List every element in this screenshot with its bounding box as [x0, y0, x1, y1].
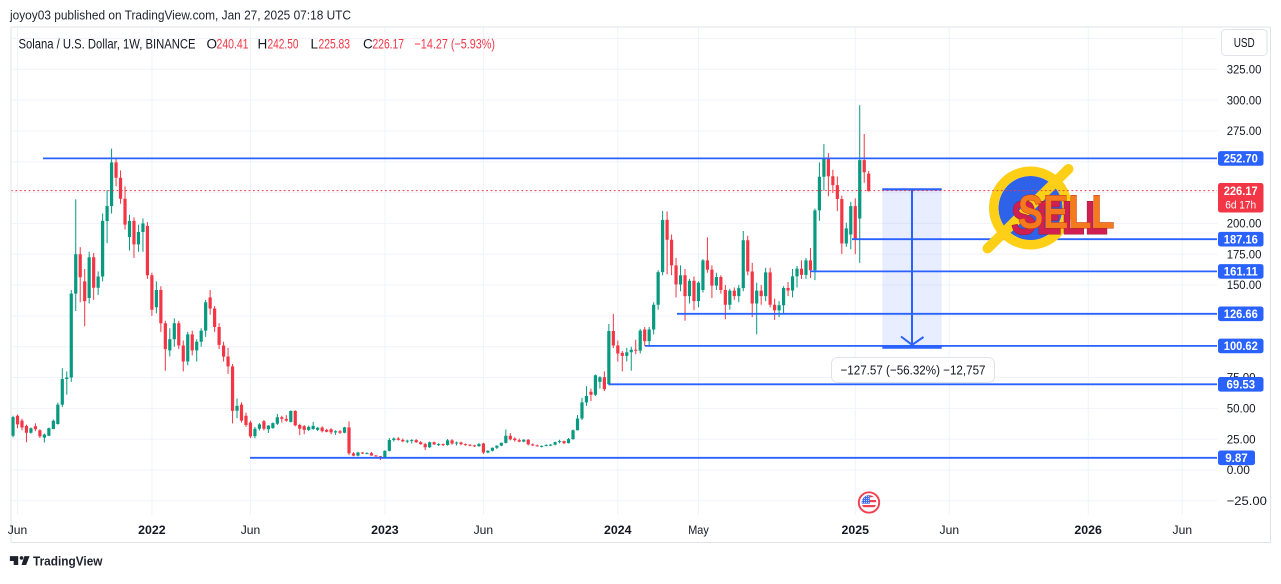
svg-text:2022: 2022: [138, 523, 166, 537]
svg-text:2024: 2024: [604, 523, 632, 537]
svg-text:Jun: Jun: [474, 523, 494, 537]
svg-text:225.83: 225.83: [319, 36, 351, 51]
svg-text:0.00: 0.00: [1227, 463, 1250, 477]
svg-text:175.00: 175.00: [1227, 247, 1262, 261]
svg-text:O: O: [207, 36, 218, 51]
svg-text:69.53: 69.53: [1227, 378, 1256, 392]
svg-text:50.00: 50.00: [1227, 402, 1256, 416]
svg-text:Jun: Jun: [1173, 523, 1193, 537]
svg-text:240.41: 240.41: [217, 36, 249, 51]
svg-text:Jun: Jun: [940, 523, 960, 537]
svg-text:187.16: 187.16: [1224, 232, 1258, 246]
svg-text:2025: 2025: [842, 523, 870, 537]
svg-text:−127.57 (−56.32%) −12,757: −127.57 (−56.32%) −12,757: [841, 363, 986, 378]
svg-text:Jun: Jun: [8, 523, 28, 537]
svg-text:Jun: Jun: [241, 523, 261, 537]
svg-text:USD: USD: [1234, 35, 1255, 50]
svg-text:−25.00: −25.00: [1227, 494, 1267, 508]
svg-text:275.00: 275.00: [1227, 124, 1262, 138]
svg-text:C: C: [363, 36, 373, 51]
svg-text:TradingView: TradingView: [33, 553, 103, 568]
svg-text:2026: 2026: [1074, 523, 1102, 537]
svg-text:126.66: 126.66: [1224, 307, 1258, 321]
svg-text:SELL: SELL: [1011, 191, 1108, 244]
svg-text:300.00: 300.00: [1227, 93, 1262, 107]
svg-text:Solana / U.S. Dollar, 1W, BINA: Solana / U.S. Dollar, 1W, BINANCE: [19, 36, 196, 51]
svg-text:325.00: 325.00: [1227, 63, 1262, 77]
svg-text:6d 17h: 6d 17h: [1225, 199, 1256, 211]
svg-text:L: L: [311, 36, 319, 51]
svg-text:100.62: 100.62: [1224, 339, 1258, 353]
svg-text:242.50: 242.50: [268, 36, 299, 51]
svg-text:25.00: 25.00: [1227, 432, 1256, 446]
svg-text:226.17: 226.17: [373, 36, 405, 51]
svg-text:200.00: 200.00: [1227, 217, 1262, 231]
svg-text:May: May: [688, 523, 709, 537]
svg-text:joyoy03 published on TradingVi: joyoy03 published on TradingView.com, Ja…: [9, 8, 351, 23]
svg-text:SELL: SELL: [1018, 185, 1115, 238]
svg-text:161.11: 161.11: [1224, 265, 1258, 279]
svg-text:−14.27 (−5.93%): −14.27 (−5.93%): [415, 36, 496, 51]
svg-text:226.17: 226.17: [1224, 184, 1258, 198]
svg-text:9.87: 9.87: [1225, 451, 1248, 465]
svg-text:2023: 2023: [371, 523, 399, 537]
svg-text:H: H: [258, 36, 268, 51]
svg-text:150.00: 150.00: [1227, 278, 1262, 292]
svg-text:252.70: 252.70: [1224, 152, 1258, 166]
